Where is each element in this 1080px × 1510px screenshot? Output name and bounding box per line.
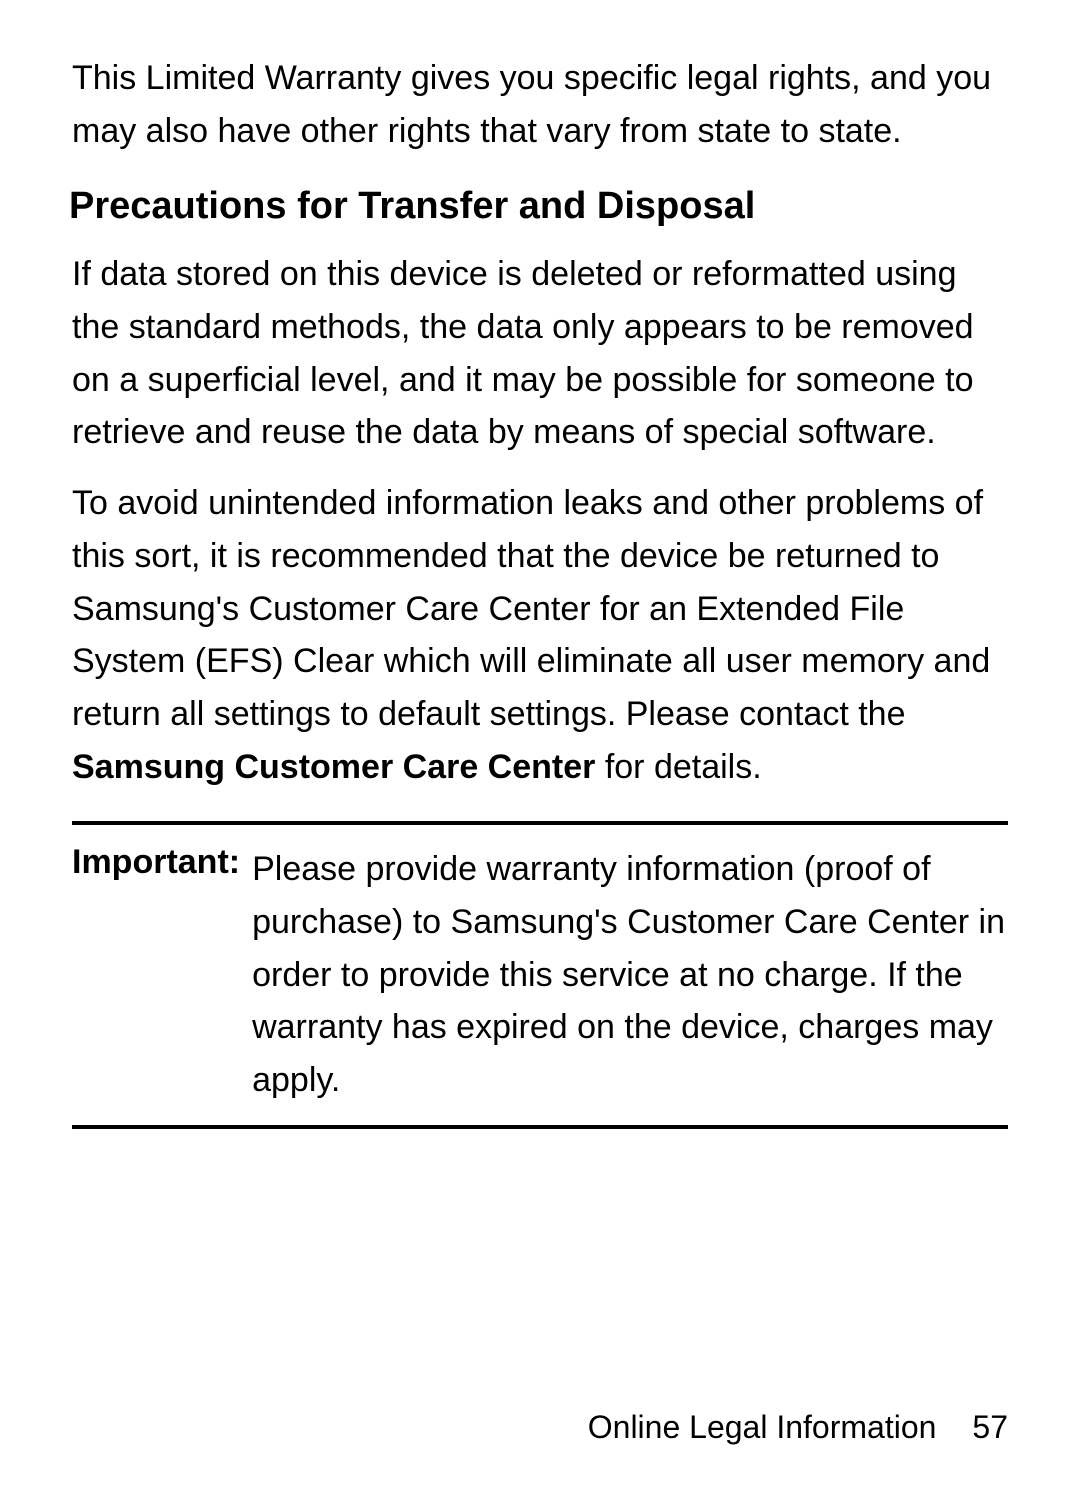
customer-care-bold: Samsung Customer Care Center <box>72 748 595 786</box>
important-label: Important: <box>72 843 252 882</box>
paragraph-2-post: for details. <box>595 748 761 786</box>
footer-page-number: 57 <box>972 1409 1008 1446</box>
paragraph-2: To avoid unintended information leaks an… <box>72 477 1008 793</box>
paragraph-1: If data stored on this device is deleted… <box>72 248 1008 459</box>
important-text: Please provide warranty information (pro… <box>252 843 1008 1106</box>
intro-paragraph: This Limited Warranty gives you specific… <box>72 52 1008 157</box>
paragraph-2-pre: To avoid unintended information leaks an… <box>72 484 990 733</box>
important-note-box: Important: Please provide warranty infor… <box>72 821 1008 1128</box>
page-footer: Online Legal Information 57 <box>588 1409 1008 1446</box>
section-heading: Precautions for Transfer and Disposal <box>69 185 1008 228</box>
footer-section-name: Online Legal Information <box>588 1409 937 1446</box>
